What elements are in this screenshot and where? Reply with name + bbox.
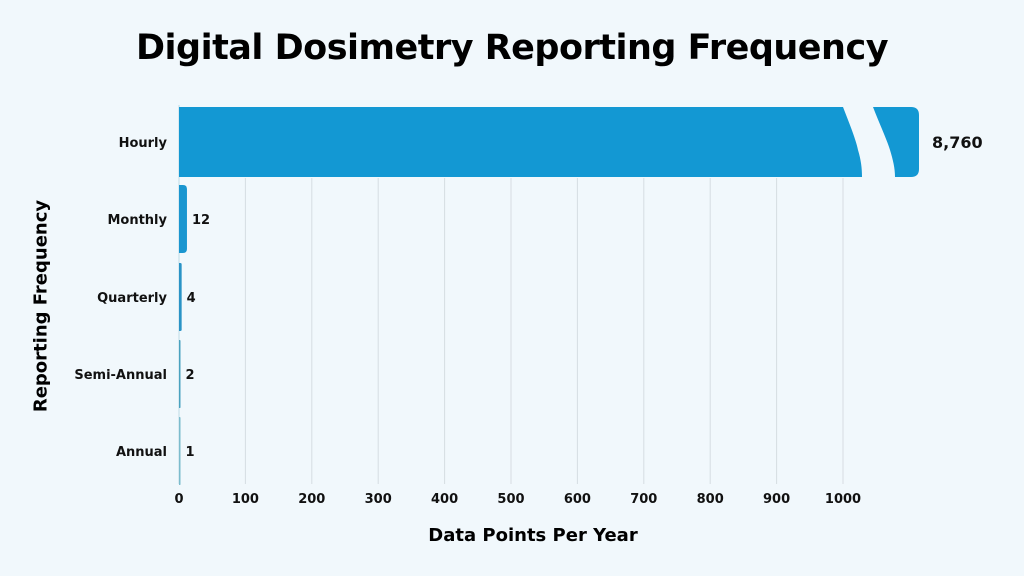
x-tick-label: 600	[564, 492, 591, 507]
bar-hourly-segment	[179, 107, 862, 177]
x-tick-label: 200	[298, 492, 325, 507]
x-tick-label: 100	[232, 492, 259, 507]
value-label: 1	[186, 445, 195, 460]
bar-quarterly	[179, 263, 182, 331]
chart-title: Digital Dosimetry Reporting Frequency	[135, 28, 889, 68]
x-tick-label: 400	[431, 492, 458, 507]
bars	[179, 107, 919, 485]
bar-semi-annual	[179, 340, 181, 408]
bar-hourly-segment	[873, 107, 919, 177]
category-label: Quarterly	[97, 291, 167, 306]
x-tick-label: 300	[365, 492, 392, 507]
x-tick-label: 0	[174, 492, 183, 507]
category-label: Hourly	[119, 136, 168, 151]
category-label: Annual	[116, 445, 167, 460]
x-tick-label: 500	[497, 492, 524, 507]
value-label: 12	[192, 213, 210, 228]
labels: 0 100 200 300 400 500 600 700 800 900 1000 Hourly 8,…	[74, 133, 982, 507]
x-tick-label: 1000	[825, 492, 861, 507]
category-label: Semi-Annual	[74, 368, 167, 383]
value-label: 4	[187, 291, 196, 306]
bar-monthly	[179, 185, 187, 253]
value-label: 8,760	[932, 133, 983, 152]
x-tick-label: 800	[697, 492, 724, 507]
bar-annual	[179, 417, 181, 485]
category-label: Monthly	[107, 213, 167, 228]
x-axis-label: Data Points Per Year	[428, 525, 638, 546]
value-label: 2	[186, 368, 195, 383]
x-tick-label: 700	[630, 492, 657, 507]
gridlines	[178, 105, 844, 484]
x-tick-label: 900	[763, 492, 790, 507]
